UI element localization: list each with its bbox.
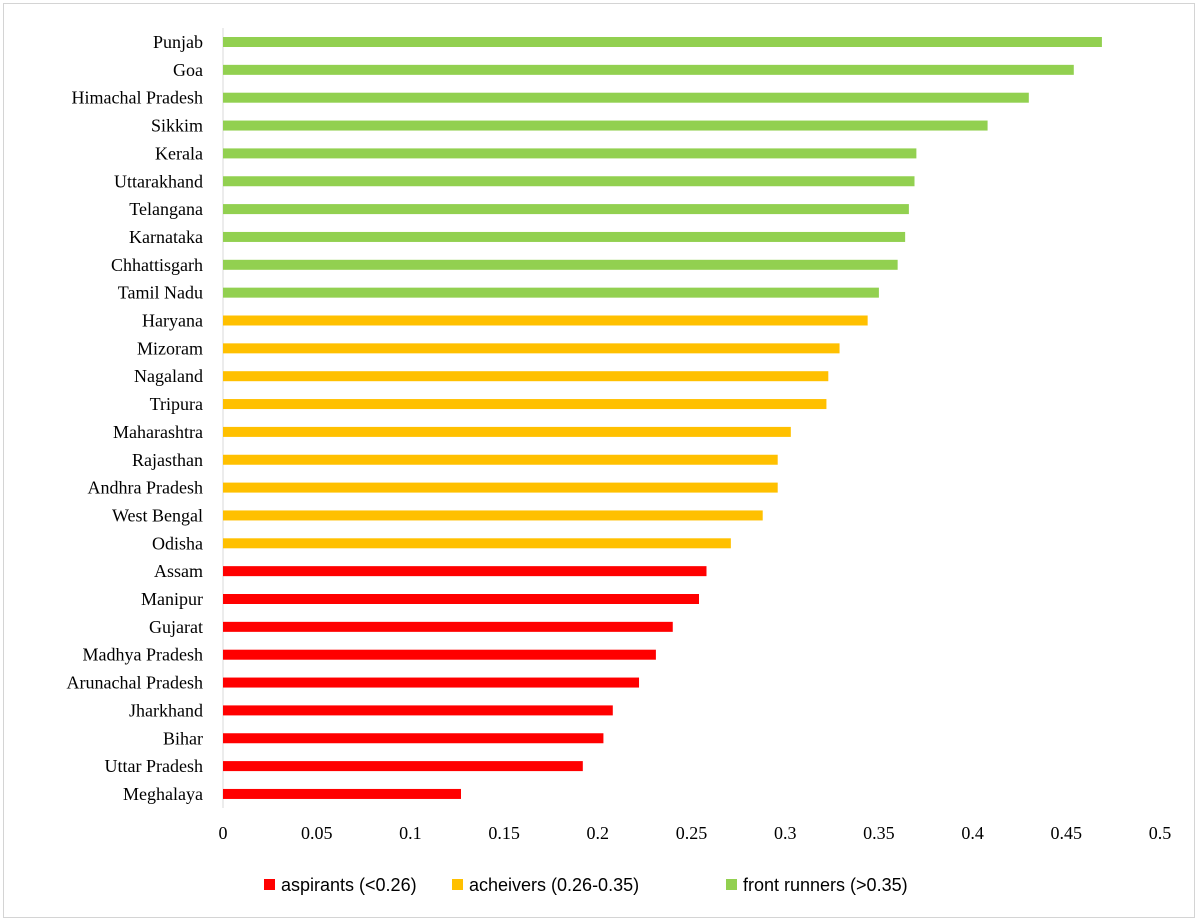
- x-tick-label: 0.5: [1149, 823, 1172, 843]
- x-tick-label: 0.45: [1051, 823, 1083, 843]
- x-tick-label: 0.3: [774, 823, 797, 843]
- bar: [223, 705, 613, 716]
- legend-label: aspirants (<0.26): [281, 875, 417, 895]
- category-label: Chhattisgarh: [111, 255, 203, 275]
- legend: aspirants (<0.26) acheivers (0.26-0.35) fr…: [264, 875, 908, 895]
- bar: [223, 204, 909, 215]
- category-label: Tamil Nadu: [118, 283, 203, 303]
- category-label: Odisha: [152, 533, 203, 553]
- bar: [223, 426, 791, 437]
- bar: [223, 287, 879, 298]
- x-tick-label: 0.1: [399, 823, 422, 843]
- category-label: Himachal Pradesh: [72, 88, 203, 108]
- bar: [223, 37, 1102, 47]
- bar: [223, 761, 583, 772]
- x-tick-label: 0.2: [587, 823, 610, 843]
- category-label: Rajasthan: [132, 450, 203, 470]
- category-label: Uttarakhand: [114, 171, 203, 191]
- x-tick-label: 0: [219, 823, 228, 843]
- bar: [223, 148, 917, 159]
- category-label: Meghalaya: [123, 784, 203, 804]
- bar: [223, 259, 898, 270]
- category-label: Punjab: [153, 32, 203, 52]
- category-label: Uttar Pradesh: [105, 756, 203, 776]
- category-label: Bihar: [163, 728, 203, 748]
- bar: [223, 371, 829, 382]
- category-label: Jharkhand: [129, 700, 203, 720]
- x-tick-labels: 0 0.05 0.1 0.15 0.2 0.25 0.3 0.35 0.4 0.45 0.5: [219, 823, 1172, 843]
- x-tick-label: 0.05: [301, 823, 333, 843]
- category-label: Andhra Pradesh: [88, 478, 203, 498]
- bar: [223, 733, 604, 744]
- bar: [223, 566, 707, 577]
- category-label: Telangana: [129, 199, 203, 219]
- category-label: Sikkim: [151, 116, 203, 136]
- legend-swatch: [726, 879, 737, 890]
- bar: [223, 649, 656, 660]
- legend-label: front runners (>0.35): [743, 875, 908, 895]
- bar: [223, 64, 1074, 75]
- x-tick-label: 0.15: [488, 823, 520, 843]
- category-label: Goa: [173, 60, 203, 80]
- bar: [223, 482, 778, 493]
- bar: [223, 621, 673, 632]
- x-tick-label: 0.35: [863, 823, 895, 843]
- category-label: Assam: [154, 561, 203, 581]
- bar: [223, 594, 699, 604]
- bar: [223, 176, 915, 187]
- x-tick-label: 0.4: [961, 823, 984, 843]
- category-labels: Punjab Goa Himachal Pradesh Sikkim Kerala Utt…: [67, 32, 203, 804]
- category-label: Gujarat: [149, 617, 203, 637]
- bar: [223, 231, 906, 242]
- bars-group: [223, 37, 1102, 799]
- bar: [223, 315, 868, 326]
- category-label: Manipur: [141, 589, 203, 609]
- bar: [223, 677, 640, 688]
- category-label: Mizoram: [137, 338, 203, 358]
- category-label: Karnataka: [129, 227, 203, 247]
- category-label: Nagaland: [134, 366, 203, 386]
- category-label: Maharashtra: [113, 422, 203, 442]
- bar: [223, 343, 840, 354]
- bar: [223, 120, 988, 131]
- bar: [223, 788, 461, 799]
- bar: [223, 92, 1029, 103]
- bar: [223, 454, 778, 465]
- legend-swatch: [452, 879, 463, 890]
- legend-label: acheivers (0.26-0.35): [469, 875, 639, 895]
- bar: [223, 399, 827, 410]
- x-tick-label: 0.25: [676, 823, 708, 843]
- category-label: Haryana: [142, 311, 203, 331]
- bar: [223, 510, 763, 521]
- bar: [223, 538, 731, 549]
- category-label: West Bengal: [112, 505, 203, 525]
- category-label: Kerala: [155, 143, 203, 163]
- category-label: Madhya Pradesh: [83, 645, 203, 665]
- category-label: Tripura: [150, 394, 203, 414]
- category-label: Arunachal Pradesh: [67, 673, 203, 693]
- legend-swatch: [264, 879, 275, 890]
